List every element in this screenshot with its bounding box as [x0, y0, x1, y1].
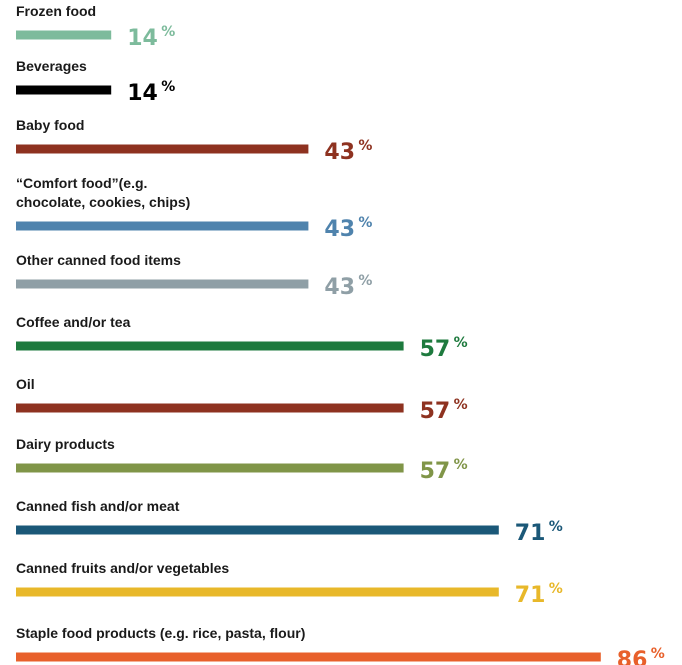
value-label: 43: [324, 217, 355, 242]
bar: [16, 341, 404, 351]
bar: [16, 652, 601, 662]
value-label: 57: [420, 337, 451, 362]
category-label: “Comfort food”(e.g.: [16, 175, 147, 191]
value-label: 43: [324, 275, 355, 300]
category-label: Canned fruits and/or vegetables: [16, 560, 229, 576]
category-label: Coffee and/or tea: [16, 314, 131, 330]
value-label: 71: [515, 521, 546, 546]
value-unit: %: [358, 138, 372, 154]
category-label: Oil: [16, 376, 35, 392]
value-unit: %: [651, 646, 665, 662]
value-label: 43: [324, 140, 355, 165]
category-label: chocolate, cookies, chips): [16, 194, 190, 210]
category-label: Frozen food: [16, 3, 96, 19]
value-unit: %: [358, 273, 372, 289]
value-unit: %: [161, 79, 175, 95]
value-label: 14: [127, 81, 158, 106]
value-label: 57: [420, 459, 451, 484]
bar: [16, 463, 404, 473]
bar: [16, 30, 112, 40]
value-unit: %: [549, 519, 563, 535]
value-label: 57: [420, 399, 451, 424]
category-label: Beverages: [16, 58, 87, 74]
bar: [16, 403, 404, 413]
value-unit: %: [549, 581, 563, 597]
category-label: Canned fish and/or meat: [16, 498, 180, 514]
bar: [16, 221, 309, 231]
category-label: Dairy products: [16, 436, 115, 452]
value-unit: %: [358, 215, 372, 231]
bar: [16, 525, 499, 535]
category-label: Other canned food items: [16, 252, 181, 268]
bar: [16, 279, 309, 289]
value-unit: %: [454, 397, 468, 413]
value-unit: %: [454, 335, 468, 351]
value-unit: %: [161, 24, 175, 40]
category-label: Baby food: [16, 117, 84, 133]
bar: [16, 587, 499, 597]
value-label: 71: [515, 583, 546, 608]
value-unit: %: [454, 457, 468, 473]
bar: [16, 144, 309, 154]
bar: [16, 85, 112, 95]
value-label: 14: [127, 26, 158, 51]
value-label: 86: [617, 648, 648, 665]
category-label: Staple food products (e.g. rice, pasta, …: [16, 625, 305, 641]
